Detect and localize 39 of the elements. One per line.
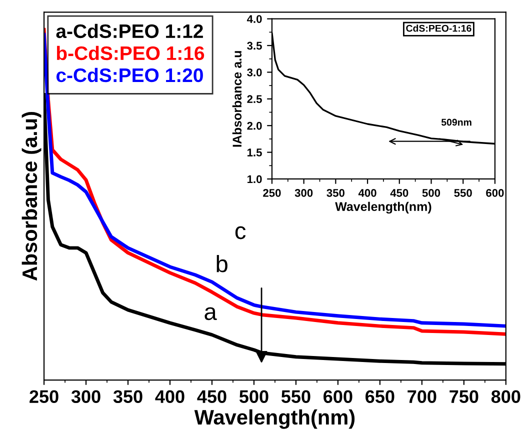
x-tick-label: 250 (30, 390, 58, 403)
y-tick-label: 1.0 (247, 175, 262, 184)
x-tick-label: 250 (263, 188, 281, 197)
annotation: 509nm (441, 118, 472, 126)
y-tick-label: 1.5 (247, 148, 262, 156)
x-tick-label: 700 (408, 390, 436, 403)
x-tick-label: 600 (486, 188, 504, 197)
annotation: b (216, 254, 228, 272)
x-tick-label: 300 (294, 188, 313, 197)
annotation: c (235, 226, 246, 240)
x-tick-label: 500 (422, 188, 440, 197)
annotation: CdS:PEO-1:16 (406, 24, 472, 32)
text: a-CdS:PEO 1:12 (56, 24, 203, 38)
y-axis-title: Absorbance (a.u) (22, 112, 42, 281)
x-tick-label: 500 (239, 390, 268, 403)
x-tick-label: 800 (491, 390, 520, 403)
y-tick-label: 3.0 (247, 68, 262, 76)
y-tick-label: 2.5 (247, 95, 262, 104)
x-tick-label: 450 (390, 188, 408, 197)
y-tick-label: 3.5 (247, 42, 262, 50)
annotation: a (204, 307, 217, 320)
x-tick-label: 350 (113, 390, 142, 404)
y-axis-title: IAbsorbance a.u (232, 51, 242, 147)
x-tick-label: 400 (358, 188, 376, 197)
y-tick-label: 4.0 (246, 15, 262, 23)
x-tick-label: 400 (155, 390, 184, 403)
x-axis-title: Wavelength(nm) (335, 202, 432, 214)
series-label: c-CdS:PEO 1:20 (56, 68, 203, 82)
x-tick-label: 300 (71, 390, 100, 404)
x-tick-label: 350 (326, 188, 344, 197)
series-label: b-CdS:PEO 1:16 (56, 46, 204, 60)
x-tick-label: 450 (197, 390, 226, 403)
y-tick-label: 2.0 (247, 122, 262, 130)
x-tick-label: 600 (324, 390, 352, 403)
x-tick-label: 650 (366, 390, 394, 403)
x-tick-label: 550 (281, 390, 310, 403)
x-tick-label: 550 (454, 188, 472, 197)
x-tick-label: 750 (450, 390, 478, 403)
x-axis-title: Wavelength(nm) (194, 409, 355, 429)
